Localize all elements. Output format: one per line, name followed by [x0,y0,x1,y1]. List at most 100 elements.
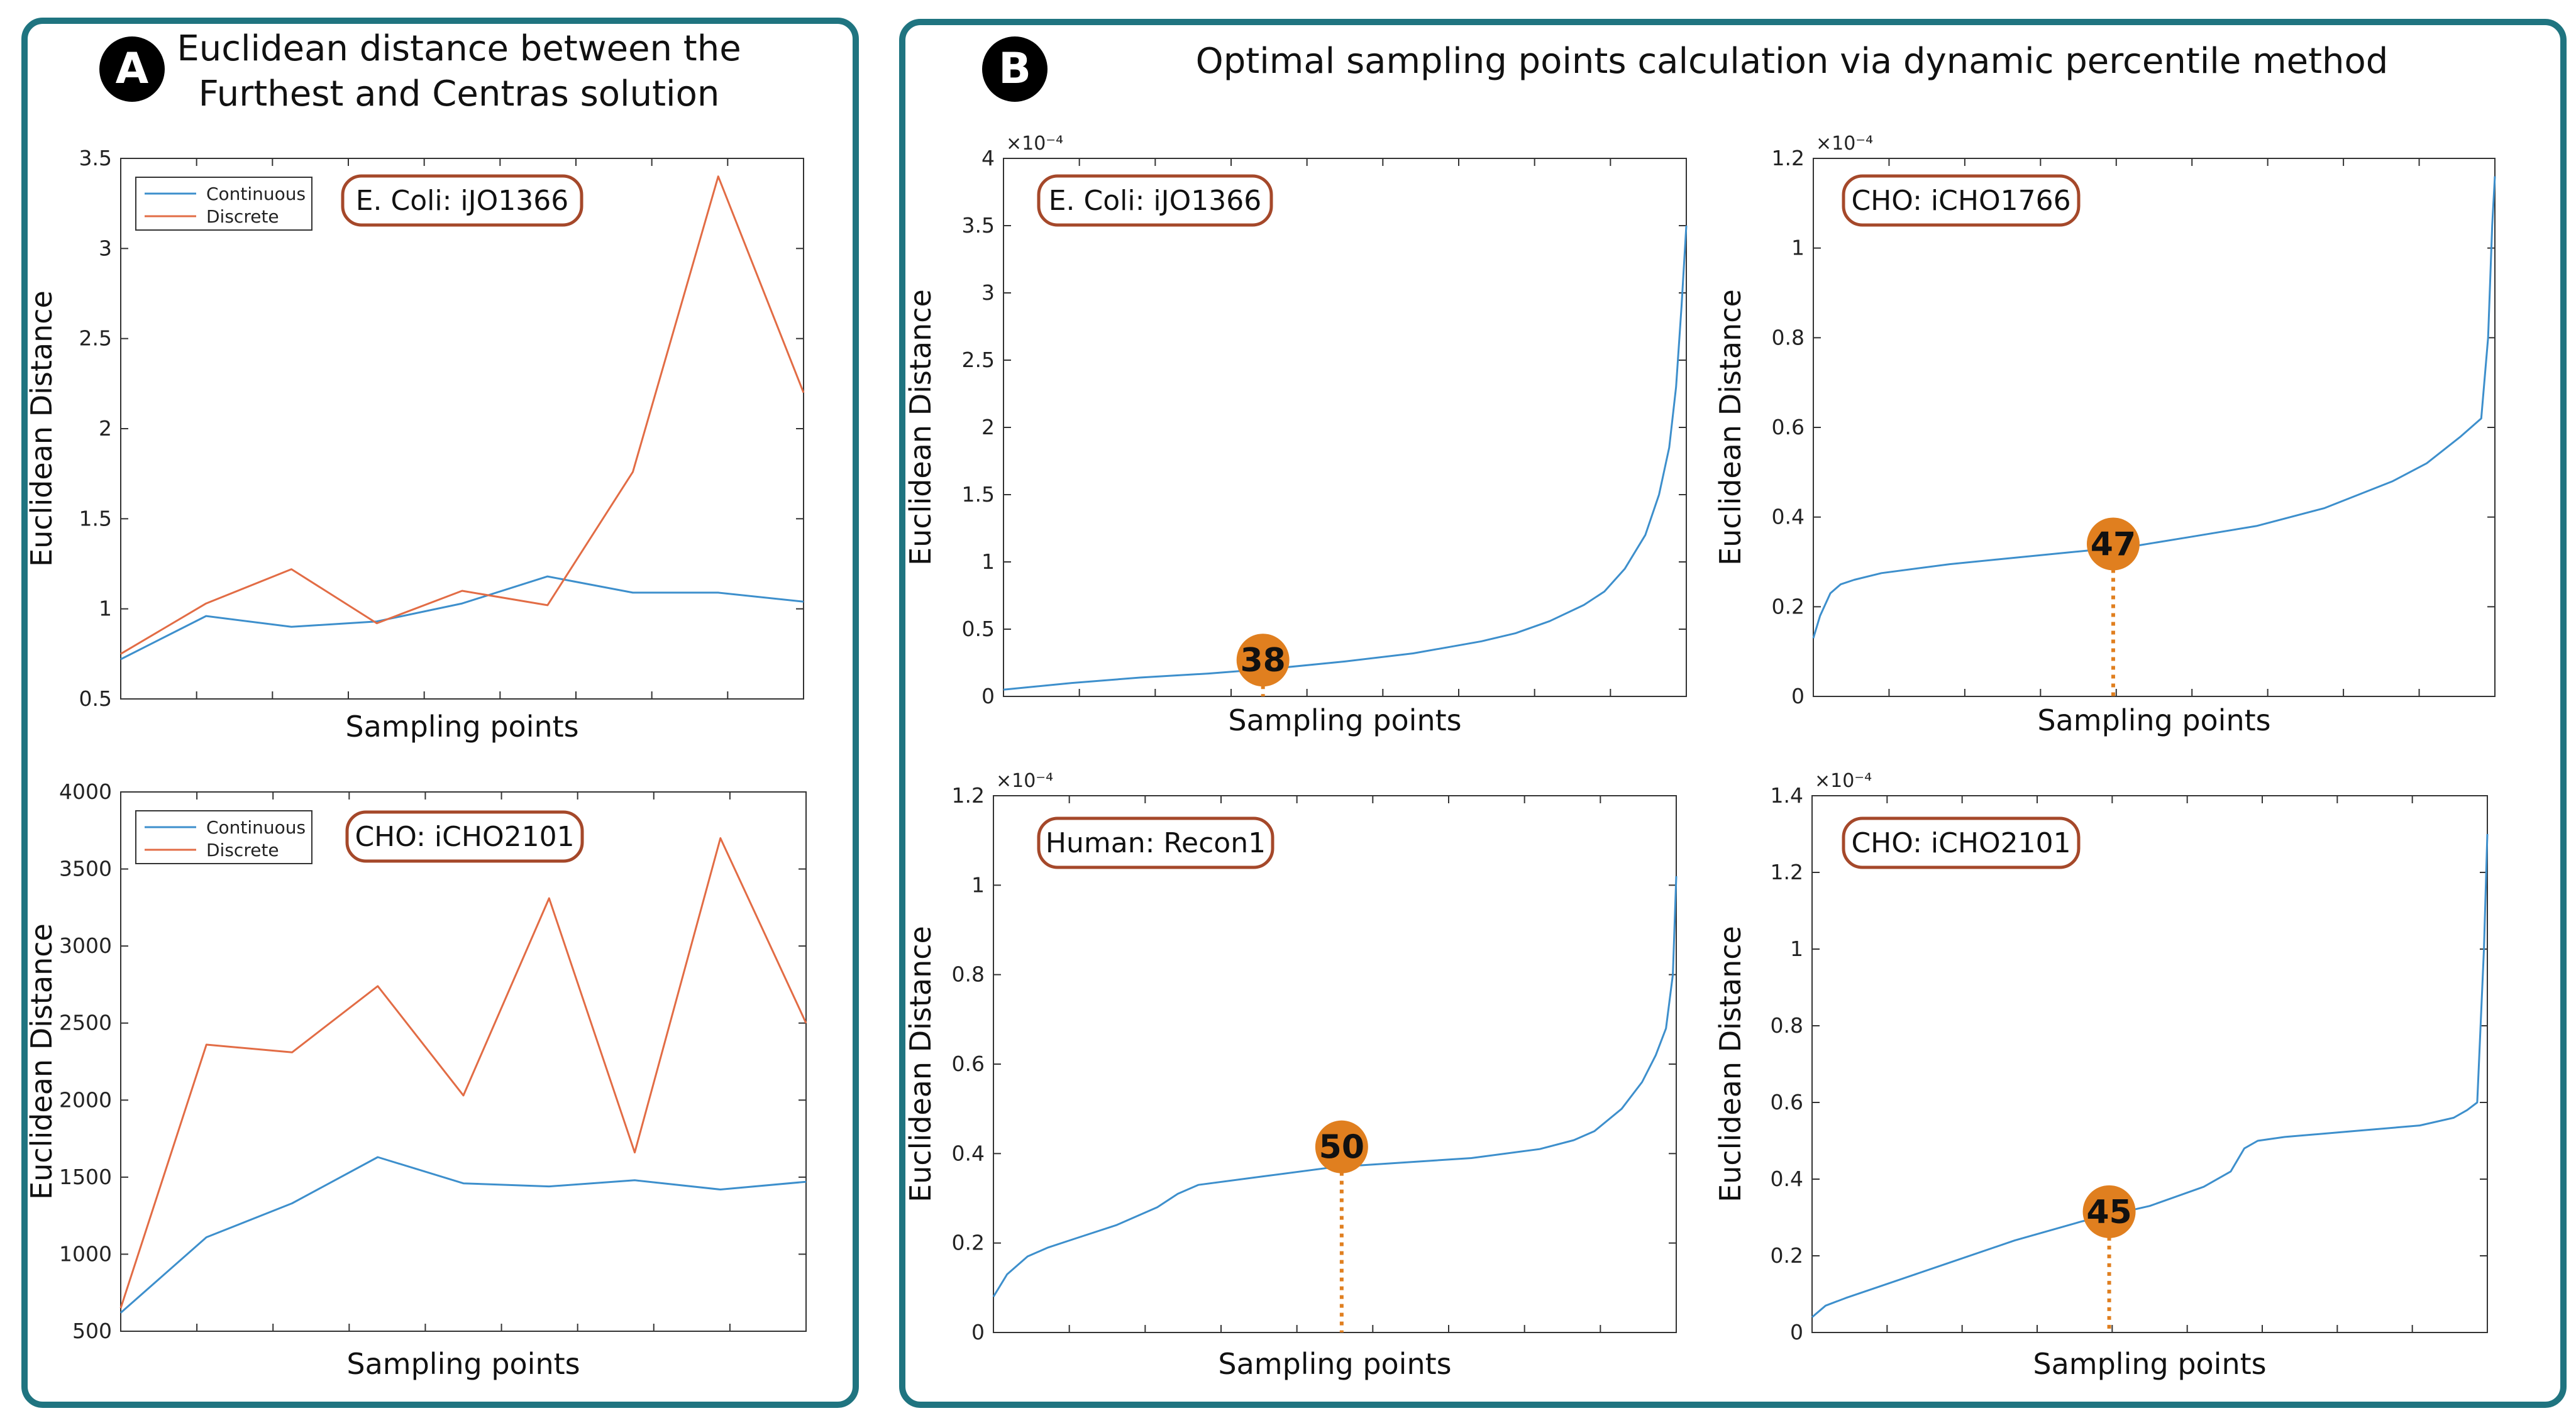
b4-marker-dot [2082,1185,2136,1238]
a1-ytick-label: 2 [99,416,112,441]
b2-xlabel: Sampling points [2037,703,2270,737]
b1-ytick-label: 3.5 [962,213,995,238]
b3-model-label: Human: Recon1 [1046,827,1266,859]
a1-model-box [341,174,583,227]
b1-xlabel: Sampling points [1228,703,1461,737]
a1-series-continuous [120,575,804,661]
b4-marker-label: 45 [2086,1194,2131,1231]
a1-series-discrete [120,175,805,655]
a2-model-box [345,810,584,863]
a2-axes-box [120,791,807,1332]
b1-ytick-label: 0.5 [962,617,995,641]
b3-ylabel: Euclidean Distance [904,926,937,1202]
b1-ytick-label: 2 [981,415,995,439]
b1-axes-box [1003,158,1687,697]
a2-series-continuous [120,1156,807,1314]
b2-series-continuous [1812,176,2496,639]
b1-ytick-label: 4 [981,146,995,170]
a1-ylabel: Euclidean Distance [25,290,58,567]
b1-series-continuous [1003,225,1688,691]
b4-ytick-label: 0.4 [1771,1167,1803,1191]
b1-ytick-label: 0 [981,684,995,708]
b1-ytick-label: 1.5 [962,482,995,507]
b3-ytick-label: 0 [971,1320,985,1344]
a1-ytick-label: 0.5 [79,686,112,711]
a1-model-label: E. Coli: iJO1366 [356,185,569,217]
a1-ytick-label: 3.5 [79,146,112,170]
a1-ytick-label: 1 [99,596,112,621]
a2-model-label: CHO: iCHO2101 [355,821,574,853]
b4-axes-box [1811,795,2488,1333]
a2-ytick-label: 2500 [59,1011,112,1035]
b4-ytick-label: 1.4 [1771,783,1803,808]
a2-legend-entry: Continuous [206,817,306,838]
b1-marker-dot [1236,634,1290,687]
panel-a-badge: A [99,36,165,102]
b1-model-label: E. Coli: iJO1366 [1049,185,1262,217]
b2-ytick-label: 1 [1791,236,1805,260]
panel-b-badge: B [982,36,1048,102]
panel-a-title-line2: Furthest and Centras solution [198,74,720,114]
b4-series-continuous [1811,833,2489,1318]
b3-marker-dot [1315,1120,1368,1173]
b3-ytick-label: 1 [971,872,985,897]
b3-axis-exponent: ×10⁻⁴ [996,770,1053,792]
b2-marker-dot [2086,517,2140,571]
b3-ytick-label: 0.4 [952,1141,985,1165]
b3-ytick-label: 0.6 [952,1052,985,1076]
a1-legend [135,177,312,231]
a1-ytick-label: 3 [99,236,112,260]
b4-ytick-label: 0.8 [1771,1013,1803,1038]
b2-ytick-label: 1.2 [1772,146,1805,170]
b2-ytick-label: 0.4 [1772,505,1805,529]
b2-ylabel: Euclidean Distance [1713,289,1747,566]
a2-ytick-label: 1000 [59,1241,112,1266]
panel-a-title: Euclidean distance between the Furthest … [170,26,748,117]
b3-ytick-label: 1.2 [952,783,985,808]
b1-ytick-label: 2.5 [962,348,995,372]
a2-ytick-label: 3500 [59,857,112,881]
b2-model-label: CHO: iCHO1766 [1851,185,2070,217]
a1-ytick-label: 1.5 [79,506,112,530]
b3-model-box [1037,816,1274,869]
a1-legend-entry: Discrete [206,206,279,227]
a2-ytick-label: 3000 [59,933,112,958]
b1-ylabel: Euclidean Distance [904,289,937,566]
a2-ytick-label: 500 [72,1319,112,1343]
b2-ytick-label: 0.8 [1772,325,1805,349]
b4-axis-exponent: ×10⁻⁴ [1815,770,1872,792]
b3-xlabel: Sampling points [1218,1347,1451,1381]
b2-marker-label: 47 [2091,525,2136,563]
b1-model-box [1037,174,1273,227]
a1-ytick-label: 2.5 [79,326,112,351]
b1-axis-exponent: ×10⁻⁴ [1006,133,1063,155]
b1-marker-label: 38 [1240,642,1285,679]
panel-b-title: Optimal sampling points calculation via … [1195,41,2389,82]
b4-model-label: CHO: iCHO2101 [1851,827,2070,859]
b3-series-continuous [992,876,1678,1297]
b1-ytick-label: 1 [981,549,995,574]
b4-ytick-label: 0 [1790,1320,1803,1344]
b3-marker-label: 50 [1319,1129,1364,1167]
b3-axes-box [993,795,1677,1333]
b4-ytick-label: 1 [1790,937,1803,961]
b2-axes-box [1813,158,2496,697]
b2-ytick-label: 0.6 [1772,415,1805,439]
a2-series-discrete [119,837,807,1309]
b2-model-box [1842,174,2081,227]
a2-xlabel: Sampling points [346,1347,580,1381]
a1-xlabel: Sampling points [345,710,578,744]
a2-legend [135,810,312,864]
a2-ylabel: Euclidean Distance [25,923,58,1200]
b4-xlabel: Sampling points [2033,1347,2266,1381]
b4-model-box [1842,816,2081,869]
b2-ytick-label: 0 [1791,684,1805,708]
a2-ytick-label: 2000 [59,1087,112,1112]
b2-ytick-label: 0.2 [1772,594,1805,618]
b4-ytick-label: 0.2 [1771,1243,1803,1268]
panel-b [899,19,2567,1408]
b3-ytick-label: 0.2 [952,1231,985,1255]
a2-ytick-label: 1500 [59,1165,112,1189]
a2-ytick-label: 4000 [59,779,112,804]
